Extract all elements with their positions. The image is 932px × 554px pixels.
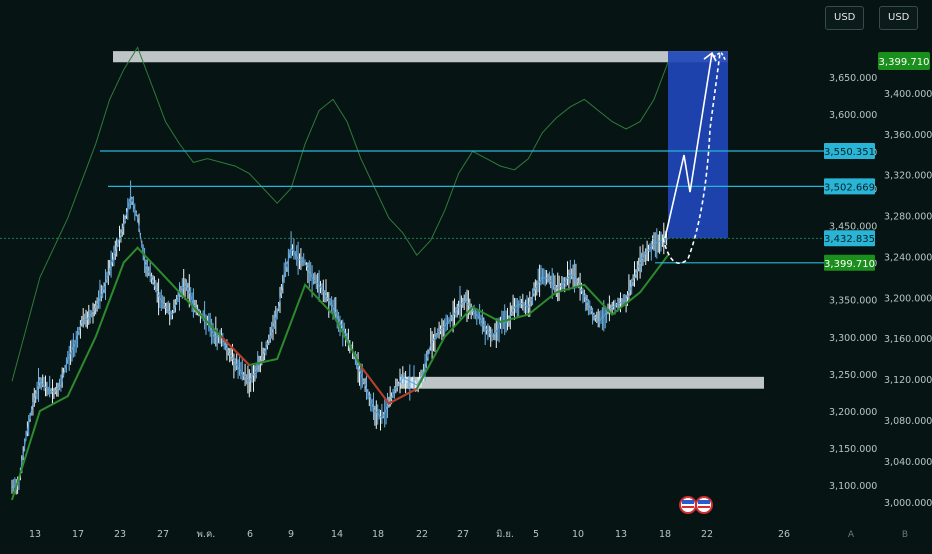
svg-text:3,432.835: 3,432.835 <box>824 234 875 245</box>
moving-average-red-segment <box>220 336 251 366</box>
price-line <box>11 193 669 490</box>
us-flag-event-icon[interactable] <box>695 496 713 514</box>
right-axis-tick-label: 3,200.000 <box>884 293 932 304</box>
left-axis-tick-label: 3,350.000 <box>829 296 877 307</box>
right-axis-tick-label: 3,080.000 <box>884 416 932 427</box>
time-axis-tick-label: พ.ค. <box>197 529 216 540</box>
time-axis-tick-label: 10 <box>572 529 584 540</box>
right-currency-button[interactable]: USD <box>879 6 919 30</box>
time-axis-tick-label: 27 <box>457 529 469 540</box>
us-flag-event-icon[interactable] <box>679 496 697 514</box>
time-axis-tick-label: 13 <box>615 529 627 540</box>
time-axis-tick-label: 5 <box>533 529 539 540</box>
moving-average-line <box>11 246 669 501</box>
time-axis-tick-label: 13 <box>29 529 41 540</box>
svg-text:3,399.710: 3,399.710 <box>879 57 930 68</box>
time-axis-tick-label: 26 <box>778 529 790 540</box>
upper-resistance-zone[interactable] <box>113 51 728 63</box>
right-axis-tick-label: 3,360.000 <box>884 130 932 141</box>
time-axis-tick-label: 17 <box>72 529 84 540</box>
right-axis-mode-b[interactable]: B <box>902 530 908 540</box>
price-label-level-1: 3,550.351 <box>824 143 875 160</box>
time-axis-tick-label: 22 <box>416 529 428 540</box>
time-axis-tick-label: 14 <box>331 529 343 540</box>
time-axis-tick-label: 18 <box>659 529 671 540</box>
right-price-axis[interactable]: 3,400.000 3,360.000 3,320.000 3,280.000 3,24… <box>884 89 932 509</box>
right-axis-tick-label: 3,400.000 <box>884 89 932 100</box>
left-axis-tick-label: 3,250.000 <box>829 370 877 381</box>
price-label-level-2: 3,502.669 <box>824 178 875 195</box>
left-axis-mode-a[interactable]: A <box>848 530 855 540</box>
projection-arrow-dashed <box>662 53 721 264</box>
left-axis-tick-label: 3,450.000 <box>829 222 877 233</box>
svg-text:3,550.351: 3,550.351 <box>824 147 875 158</box>
left-axis-tick-label: 3,300.000 <box>829 333 877 344</box>
moving-average-bearish-segments <box>220 336 418 405</box>
projection-arrow-solid <box>664 53 713 239</box>
time-axis-tick-label: 23 <box>114 529 126 540</box>
time-axis-tick-label: มิ.ย. <box>496 529 514 540</box>
right-axis-tick-label: 3,000.000 <box>884 498 932 509</box>
left-currency-button[interactable]: USD <box>825 6 865 30</box>
time-axis[interactable]: 13 17 23 27 พ.ค. 6 9 14 18 22 27 มิ.ย. 5 10 13 18 22 26 <box>29 529 790 540</box>
left-axis-tick-label: 3,200.000 <box>829 407 877 418</box>
time-axis-tick-label: 18 <box>372 529 384 540</box>
right-axis-tick-label: 3,160.000 <box>884 334 932 345</box>
moving-average-red-segment <box>360 365 418 405</box>
price-label-support: 3,399.710 <box>824 254 875 271</box>
price-label-current: 3,432.835 <box>824 230 875 247</box>
left-axis-tick-label: 3,150.000 <box>829 444 877 455</box>
time-axis-tick-label: 9 <box>288 529 294 540</box>
svg-text:3,399.710: 3,399.710 <box>824 259 875 270</box>
right-axis-tick-label: 3,280.000 <box>884 212 932 223</box>
left-axis-tick-label: 3,650.000 <box>829 73 877 84</box>
price-label-top-right: 3,399.710 <box>878 52 930 70</box>
arrowhead-icon <box>712 51 727 62</box>
time-axis-tick-label: 6 <box>247 529 253 540</box>
left-axis-tick-label: 3,100.000 <box>829 481 877 492</box>
time-axis-tick-label: 22 <box>701 529 713 540</box>
right-axis-tick-label: 3,240.000 <box>884 252 932 263</box>
envelope-line <box>11 46 669 382</box>
svg-text:3,502.669: 3,502.669 <box>824 182 875 193</box>
time-axis-tick-label: 27 <box>157 529 169 540</box>
right-axis-tick-label: 3,120.000 <box>884 375 932 386</box>
right-axis-tick-label: 3,320.000 <box>884 171 932 182</box>
demand-zone[interactable] <box>400 376 764 389</box>
arrowhead-icon <box>703 51 717 62</box>
right-axis-tick-label: 3,040.000 <box>884 457 932 468</box>
left-axis-tick-label: 3,600.000 <box>829 110 877 121</box>
